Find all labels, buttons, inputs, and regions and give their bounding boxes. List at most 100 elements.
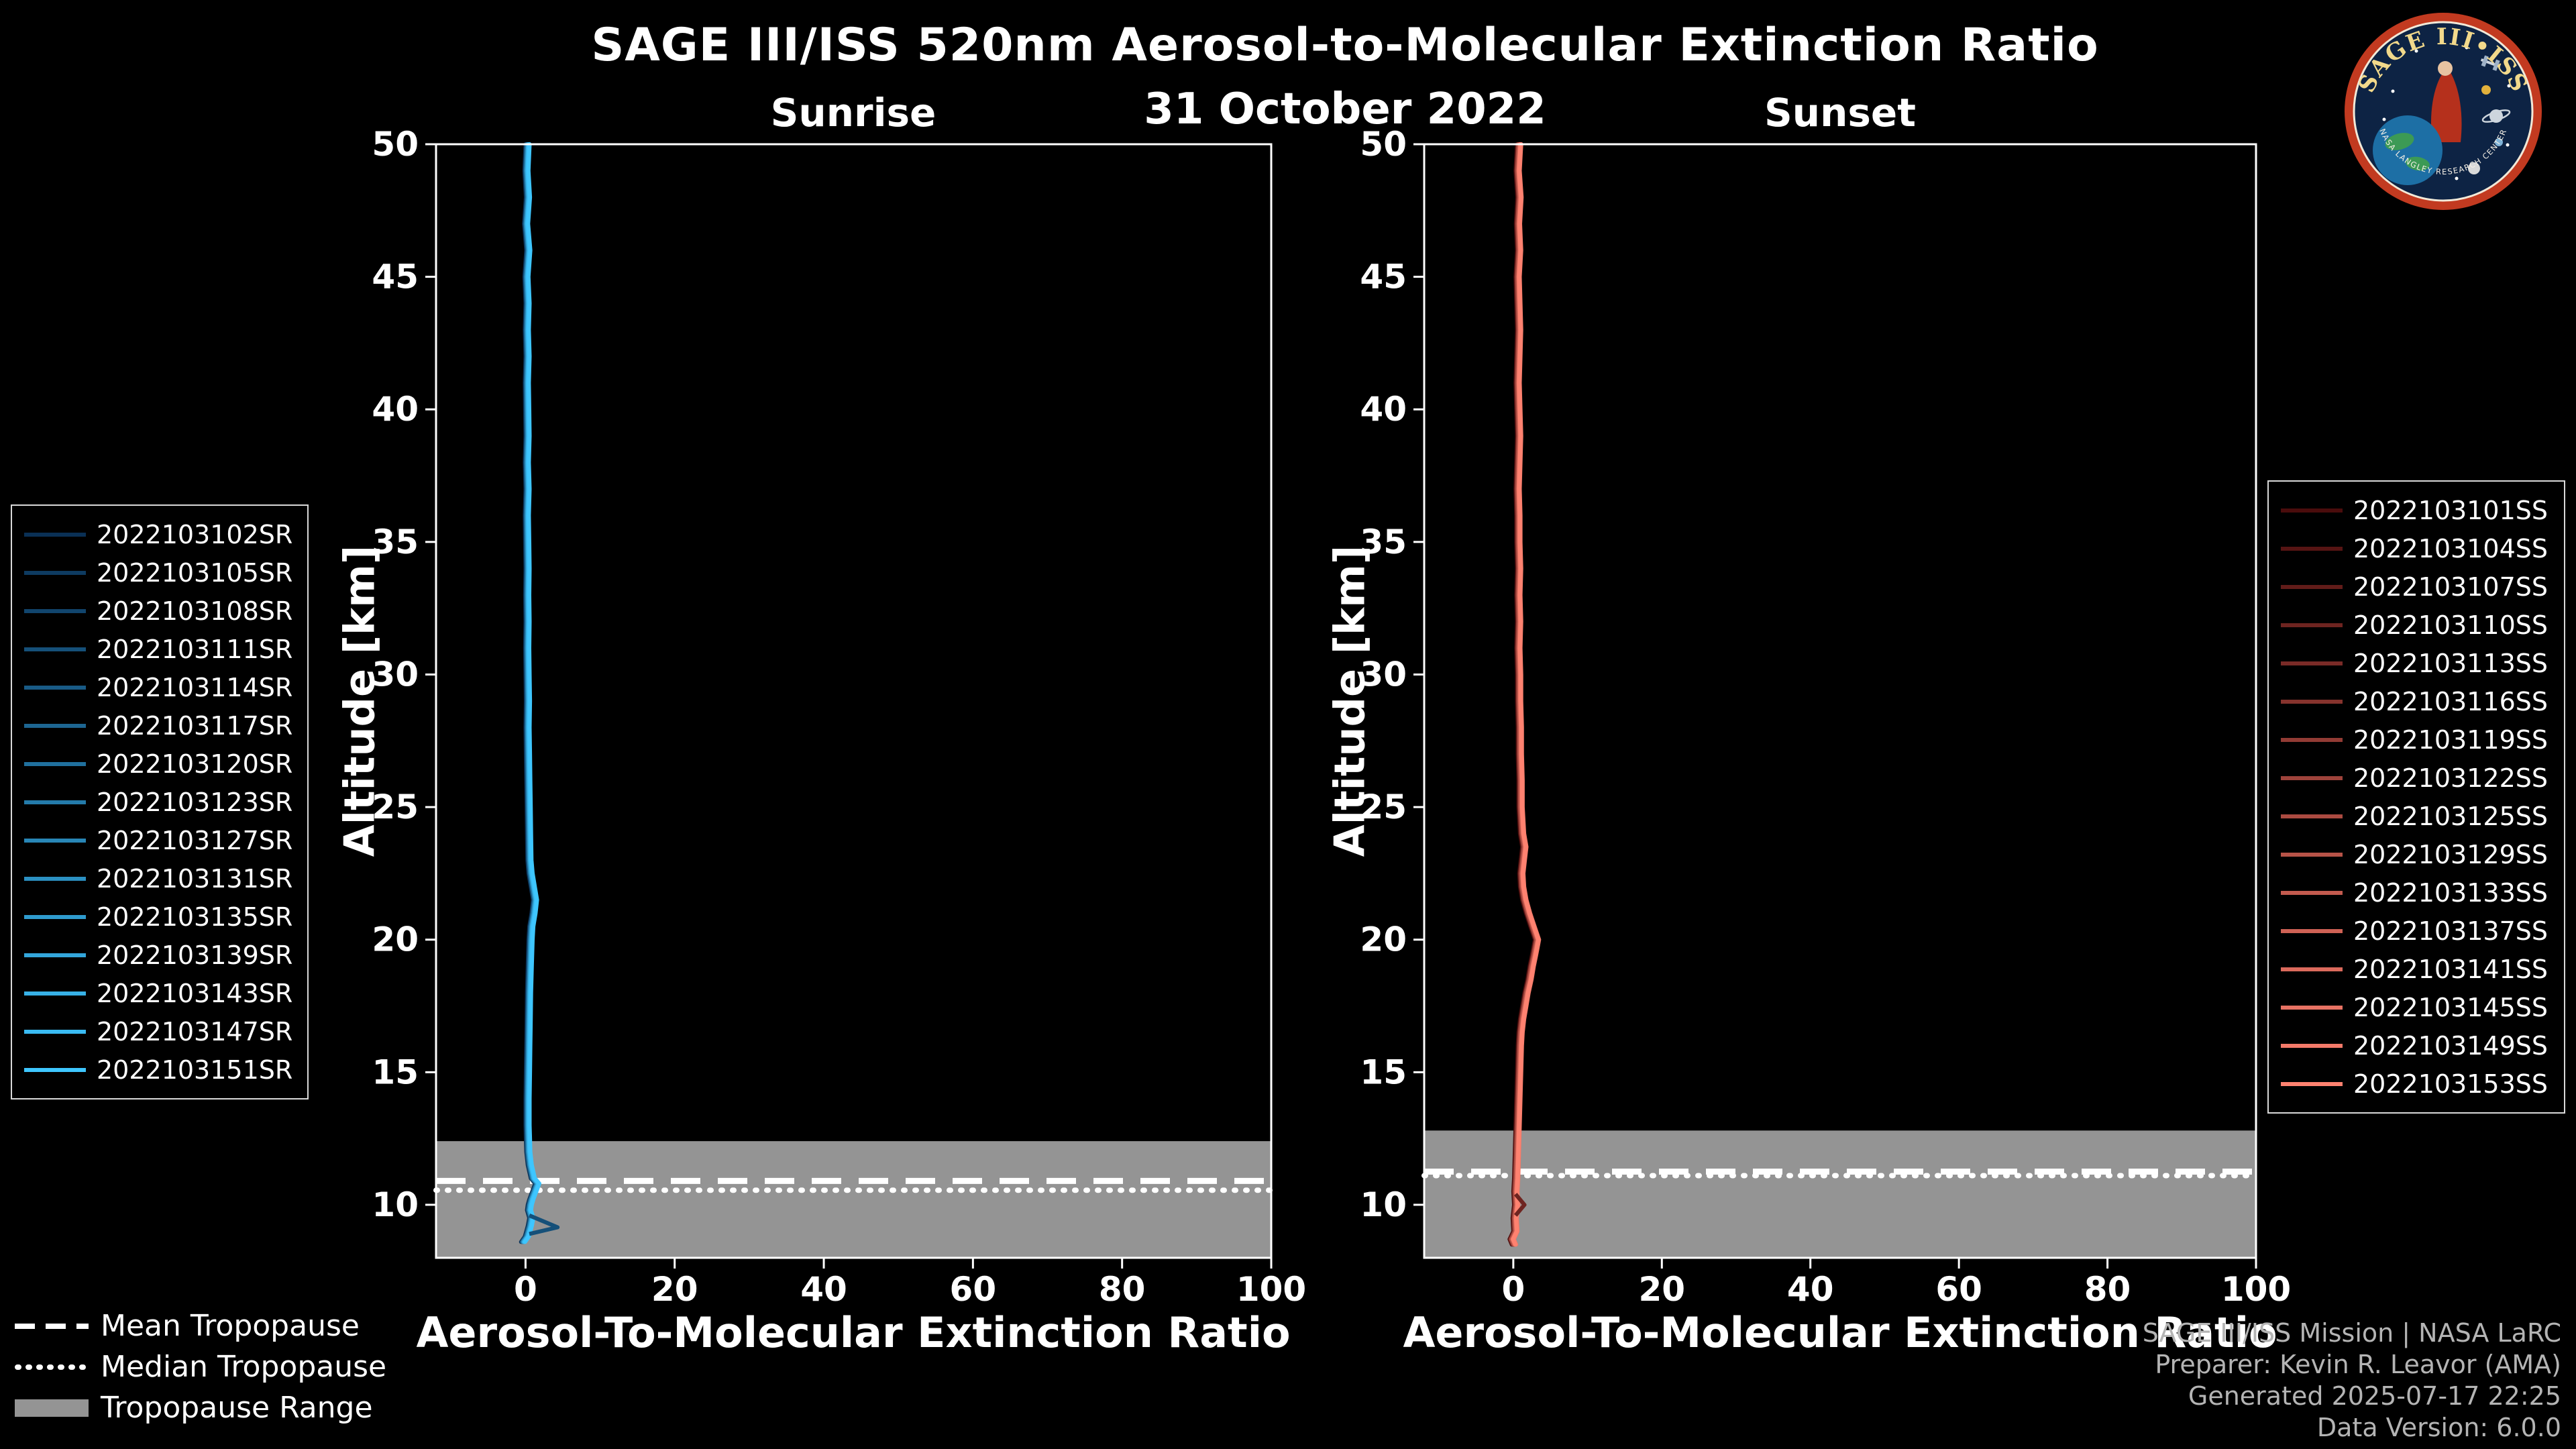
y-tick-label: 35 — [1360, 523, 1407, 561]
legend-item: 2022103108SR — [24, 592, 295, 630]
legend-swatch — [2281, 623, 2343, 627]
y-tick-label: 50 — [372, 125, 419, 164]
legend-label: 2022103149SS — [2353, 1030, 2548, 1061]
legend-label: 2022103116SS — [2353, 686, 2548, 716]
legend-label: 2022103123SR — [97, 787, 293, 817]
legend-label: 2022103139SR — [97, 940, 293, 970]
legend-item: 2022103137SS — [2281, 912, 2552, 950]
logo-figure — [2430, 72, 2462, 142]
logo-moon — [2468, 162, 2480, 174]
legend-swatch — [2281, 699, 2343, 704]
legend-swatch — [2281, 928, 2343, 933]
logo-iss — [2480, 55, 2501, 71]
y-tick-label: 35 — [372, 523, 419, 561]
legend-item: 2022103133SS — [2281, 873, 2552, 912]
credit-line-generated: Generated 2025-07-17 22:25 — [2188, 1381, 2561, 1411]
credits: SAGE III/ISS Mission | NASA LaRC Prepare… — [2143, 1318, 2561, 1444]
legend-item: 2022103116SS — [2281, 682, 2552, 720]
legend-swatch — [24, 647, 86, 651]
x-tick-label: 0 — [514, 1270, 537, 1309]
y-tick-label: 15 — [372, 1053, 419, 1091]
tropopause-legend: Mean Tropopause Median Tropopause Tropop… — [15, 1305, 386, 1428]
sunrise-panel: 0 20 40 60 80 100 10 15 20 25 30 35 40 45 50 — [372, 125, 1306, 1309]
profile-2022103153SS — [1511, 142, 1541, 1247]
logo-earth-land — [2385, 133, 2430, 171]
y-tick-label: 20 — [372, 920, 419, 959]
sunset-panel-title: Sunset — [1764, 90, 1916, 136]
legend-swatch — [2281, 814, 2343, 818]
credit-line-version: Data Version: 6.0.0 — [2316, 1413, 2561, 1442]
legend-label: 2022103147SR — [97, 1016, 293, 1046]
legend-label: 2022103105SR — [97, 557, 293, 588]
legend-label: 2022103151SR — [97, 1055, 293, 1085]
legend-swatch — [24, 914, 86, 919]
sunrise-legend: 2022103102SR 2022103105SR 2022103108SR 2022… — [11, 504, 309, 1099]
legend-item: 2022103122SS — [2281, 759, 2552, 797]
legend-label: 2022103107SS — [2353, 572, 2548, 602]
legend-swatch — [2281, 546, 2343, 551]
legend-item: 2022103131SR — [24, 859, 295, 898]
legend-label: 2022103153SS — [2353, 1069, 2548, 1099]
legend-swatch — [2281, 737, 2343, 742]
legend-item: 2022103135SR — [24, 898, 295, 936]
legend-item: 2022103102SR — [24, 515, 295, 553]
legend-swatch — [2281, 1081, 2343, 1086]
legend-item: 2022103145SS — [2281, 988, 2552, 1026]
legend-item: 2022103114SR — [24, 668, 295, 706]
axes-frame — [1423, 143, 2257, 1259]
legend-item: 2022103123SR — [24, 783, 295, 821]
y-tick-label: 20 — [1360, 920, 1407, 959]
legend-item: 2022103107SS — [2281, 568, 2552, 606]
mean-tropopause-label: Mean Tropopause — [101, 1309, 360, 1343]
x-tick-label: 40 — [1787, 1270, 1834, 1309]
legend-item: 2022103111SR — [24, 630, 295, 668]
legend-label: 2022103133SS — [2353, 877, 2548, 908]
legend-swatch — [24, 723, 86, 728]
tropopause-range-band — [1424, 1130, 2256, 1258]
x-tick-label: 0 — [1501, 1270, 1525, 1309]
profile-spur — [528, 1214, 560, 1236]
sunset-y-axis-label: Altitude [km] — [1325, 545, 1375, 857]
legend-label: 2022103119SS — [2353, 724, 2548, 755]
legend-item: 2022103113SS — [2281, 644, 2552, 682]
legend-item: 2022103117SR — [24, 706, 295, 745]
legend-label: 2022103102SR — [97, 519, 293, 549]
band-swatch — [15, 1399, 89, 1417]
legend-item: 2022103141SS — [2281, 950, 2552, 988]
x-tick-label: 40 — [800, 1270, 847, 1309]
legend-swatch — [24, 532, 86, 537]
y-tick-label: 40 — [372, 390, 419, 429]
legend-item: 2022103101SS — [2281, 491, 2552, 529]
legend-item: 2022103129SS — [2281, 835, 2552, 873]
legend-item: 2022103105SR — [24, 553, 295, 592]
legend-swatch — [2281, 775, 2343, 780]
legend-label: 2022103117SR — [97, 710, 293, 741]
median-tropopause-legend-item: Median Tropopause — [15, 1346, 386, 1387]
sage-iss-logo: SAGE III•ISS NASA LANGLEY RESEARCH CENTE… — [2345, 13, 2542, 210]
legend-swatch — [24, 761, 86, 766]
y-tick-label: 30 — [372, 655, 419, 694]
y-tick-label: 25 — [1360, 788, 1407, 826]
legend-label: 2022103108SR — [97, 596, 293, 626]
x-tick-label: 20 — [651, 1270, 698, 1309]
legend-swatch — [24, 953, 86, 957]
sunset-x-axis-label: Aerosol-To-Molecular Extinction Ratio — [1403, 1308, 2277, 1357]
legend-swatch — [2281, 890, 2343, 895]
logo-figure-head — [2438, 61, 2453, 76]
legend-item: 2022103147SR — [24, 1012, 295, 1051]
chart-date: 31 October 2022 — [1144, 85, 1546, 134]
legend-label: 2022103104SS — [2353, 533, 2548, 564]
legend-label: 2022103129SS — [2353, 839, 2548, 869]
y-tick-label: 40 — [1360, 390, 1407, 429]
legend-swatch — [24, 1067, 86, 1072]
mean-tropopause-legend-item: Mean Tropopause — [15, 1305, 386, 1346]
y-tick-label: 10 — [372, 1185, 419, 1224]
legend-swatch — [24, 685, 86, 690]
y-tick-label: 50 — [1360, 125, 1407, 164]
legend-swatch — [24, 838, 86, 843]
legend-swatch — [2281, 508, 2343, 513]
y-tick-label: 45 — [1360, 258, 1407, 297]
axes-frame — [435, 143, 1273, 1259]
legend-label: 2022103111SR — [97, 634, 293, 664]
